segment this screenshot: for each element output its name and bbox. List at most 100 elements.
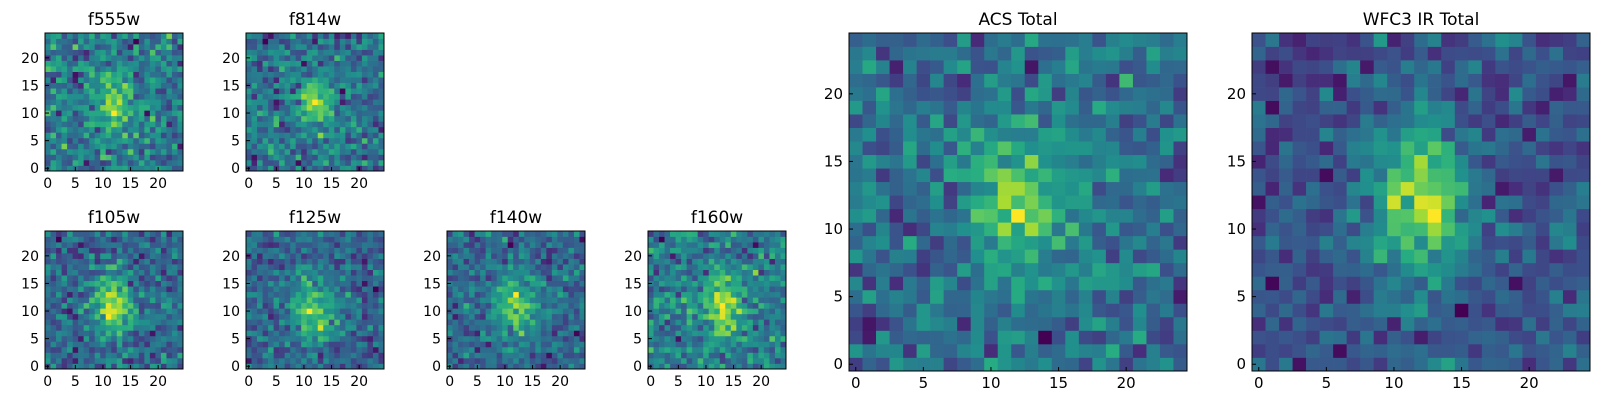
heatmap-cell [719,286,726,293]
heatmap-cell [876,181,890,196]
heatmap-cell [144,93,151,100]
heatmap-cell [61,313,68,320]
heatmap-cell [301,313,308,320]
heatmap-cell [78,33,84,39]
heatmap-cell [290,357,297,364]
heatmap-cell [502,253,509,259]
heatmap-cell [122,55,129,61]
heatmap-cell [133,242,140,248]
heatmap-cell [111,363,118,370]
heatmap-cell [144,253,151,259]
heatmap-cell [361,319,368,326]
heatmap-cell [849,60,863,74]
heatmap-cell [133,33,140,39]
heatmap-cell [100,242,107,248]
heatmap-cell [579,236,586,243]
heatmap-cell [100,264,107,270]
heatmap-cell [1346,141,1361,156]
heatmap-cell [1092,154,1107,169]
heatmap-cell [94,286,101,293]
heatmap-cell [943,73,958,88]
heatmap-cell [111,55,118,61]
heatmap-cell [50,280,57,287]
heatmap-cell [155,253,162,259]
heatmap-cell [524,308,531,315]
heatmap-cell [246,352,252,359]
heatmap-cell [127,357,134,364]
heatmap-cell [540,330,547,337]
heatmap-cell [648,291,654,298]
heatmap-cell [268,330,274,337]
heatmap-cell [50,341,57,348]
heatmap-cell [372,104,379,111]
heatmap-cell [372,335,379,342]
heatmap-cell [1508,141,1523,156]
heatmap-cell [736,231,743,237]
heatmap-cell [480,280,486,287]
heatmap-cell [246,159,252,166]
heatmap-cell [997,73,1012,88]
heatmap-cell [94,231,101,237]
heatmap-cell [535,335,542,342]
heatmap-cell [524,352,531,359]
heatmap-cell [149,297,156,304]
heatmap-cell [730,242,737,248]
heatmap-cell [1092,168,1107,183]
heatmap-cell [535,236,542,243]
heatmap-cell [1065,154,1080,169]
heatmap-cell [345,297,352,304]
heatmap-cell [127,71,134,78]
heatmap-cell [1333,235,1347,250]
heatmap-cell [317,291,324,298]
heatmap-cell [279,148,285,155]
heatmap-cell [1333,195,1347,210]
heatmap-cell [1508,276,1523,291]
heatmap-cell [317,121,324,128]
heatmap-cell [769,280,776,287]
heatmap-cell [262,308,269,315]
heatmap-cell [361,286,368,293]
heatmap-cell [747,341,754,348]
heatmap-cell [1481,141,1496,156]
heatmap-cell [1495,289,1510,304]
heatmap-cell [664,242,671,248]
heatmap-cell [681,291,687,298]
heatmap-cell [257,330,263,337]
heatmap-cell [105,154,112,161]
heatmap-cell [138,60,145,67]
heatmap-cell [345,242,352,248]
heatmap-cell [708,286,715,293]
heatmap-cell [301,231,308,237]
heatmap-cell [659,341,665,348]
heatmap-cell [469,313,475,320]
heatmap-cell [697,357,704,364]
heatmap-cell [502,297,509,304]
heatmap-cell [1454,127,1469,142]
heatmap-cell [279,99,285,106]
heatmap-cell [1011,249,1026,264]
heatmap-cell [122,165,129,172]
heatmap-cell [105,302,112,309]
heatmap-cell [529,253,536,259]
heatmap-cell [780,330,787,337]
heatmap-cell [1173,343,1188,358]
heatmap-cell [747,335,754,342]
heatmap-cell [268,242,274,248]
heatmap-cell [1038,87,1053,101]
heatmap-cell [149,324,156,331]
heatmap-cell [540,258,547,265]
heatmap-cell [675,242,682,248]
heatmap-cell [78,258,84,265]
x-tick-label: 10 [295,374,313,390]
heatmap-cell [692,269,699,276]
heatmap-cell [529,236,536,243]
heatmap-cell [356,159,363,166]
heatmap-cell [546,308,553,315]
heatmap-cell [1265,222,1280,237]
heatmap-cell [100,308,107,315]
heatmap-cell [317,258,324,265]
heatmap-cell [273,137,280,144]
heatmap-cell [367,44,374,50]
heatmap-cell [273,335,280,342]
heatmap-cell [323,77,330,84]
